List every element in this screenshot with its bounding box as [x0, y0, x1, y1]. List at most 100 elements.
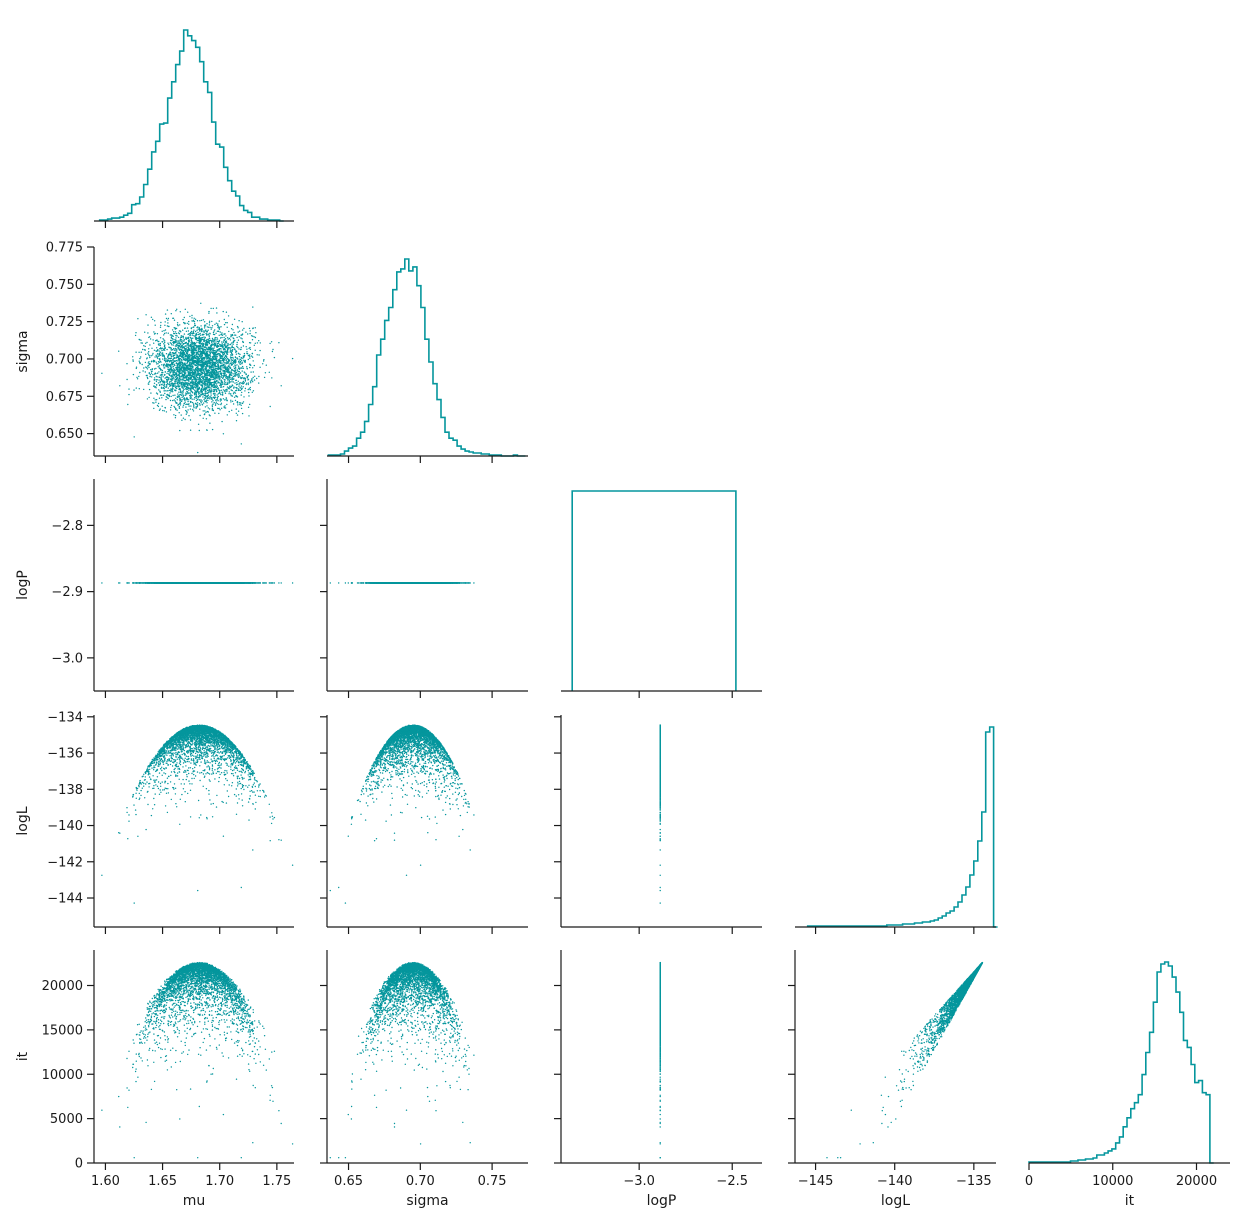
scatter-point [233, 373, 234, 374]
scatter-point [185, 337, 186, 338]
scatter-point [151, 317, 152, 318]
scatter-point [173, 378, 174, 379]
scatter-point [126, 379, 127, 380]
scatter-point [197, 332, 198, 333]
scatter-point [220, 400, 221, 401]
scatter-point [204, 338, 205, 339]
scatter-point [203, 340, 204, 341]
scatter-point [292, 358, 293, 359]
scatter-point [239, 376, 240, 377]
scatter-point [225, 363, 226, 364]
scatter-point [230, 339, 231, 340]
scatter-point [188, 330, 189, 331]
scatter-point [241, 385, 242, 386]
scatter-point [223, 386, 224, 387]
scatter-point [142, 370, 143, 371]
scatter-point [212, 339, 213, 340]
scatter-point [226, 361, 227, 362]
scatter-point [156, 363, 157, 364]
scatter-point [159, 391, 160, 392]
scatter-point [263, 359, 264, 360]
scatter-point [192, 342, 193, 343]
scatter-point [209, 336, 210, 337]
scatter-point [161, 350, 162, 351]
scatter-point [175, 348, 176, 349]
scatter-point [238, 385, 239, 386]
scatter-point [152, 353, 153, 354]
scatter-point [201, 400, 202, 401]
scatter-point [148, 382, 149, 383]
scatter-point [231, 342, 232, 343]
scatter-point [229, 380, 230, 381]
scatter-point [209, 327, 210, 328]
scatter-point [151, 355, 152, 356]
scatter-point [127, 404, 128, 405]
scatter-point [219, 320, 220, 321]
scatter-point [154, 368, 155, 369]
scatter-point [228, 315, 229, 316]
scatter-point [154, 350, 155, 351]
scatter-point [183, 405, 184, 406]
scatter-point [167, 309, 168, 310]
scatter-point [225, 393, 226, 394]
scatter-point [227, 327, 228, 328]
scatter-point [172, 329, 173, 330]
scatter-point [176, 309, 177, 310]
scatter-point [248, 395, 249, 396]
scatter-point [187, 401, 188, 402]
scatter-point [216, 402, 217, 403]
scatter-point [158, 379, 159, 380]
scatter-point [180, 404, 181, 405]
scatter-point [148, 337, 149, 338]
scatter-point [203, 402, 204, 403]
scatter-point [171, 340, 172, 341]
scatter-point [237, 369, 238, 370]
scatter-point [252, 367, 253, 368]
scatter-point [238, 366, 239, 367]
scatter-point [169, 392, 170, 393]
scatter-point [278, 342, 279, 343]
scatter-point [240, 372, 241, 373]
scatter-point [204, 327, 205, 328]
scatter-point [128, 388, 129, 389]
scatter-point [209, 408, 210, 409]
scatter-point [184, 419, 185, 420]
scatter-point [262, 363, 263, 364]
scatter-point [199, 320, 200, 321]
scatter-point [145, 346, 146, 347]
scatter-point [194, 321, 195, 322]
scatter-point [160, 361, 161, 362]
scatter-point [202, 396, 203, 397]
scatter-point [218, 413, 219, 414]
scatter-point [253, 327, 254, 328]
scatter-point [182, 399, 183, 400]
scatter-point [244, 372, 245, 373]
scatter-point [254, 365, 255, 366]
scatter-point [172, 395, 173, 396]
scatter-point [221, 390, 222, 391]
scatter-point [225, 338, 226, 339]
scatter-point [250, 387, 251, 388]
scatter-point [176, 333, 177, 334]
scatter-point [207, 411, 208, 412]
scatter-point [233, 366, 234, 367]
scatter-point [200, 325, 201, 326]
scatter-point [190, 385, 191, 386]
scatter-point [213, 308, 214, 309]
scatter-point [231, 395, 232, 396]
scatter-point [147, 357, 148, 358]
scatter-point [197, 452, 198, 453]
scatter-point [223, 398, 224, 399]
scatter-point [136, 368, 137, 369]
scatter-point [137, 378, 138, 379]
scatter-point [214, 390, 215, 391]
scatter-point [179, 412, 180, 413]
scatter-point [184, 403, 185, 404]
scatter-point [232, 395, 233, 396]
scatter-point [177, 399, 178, 400]
scatter-point [239, 336, 240, 337]
scatter-point [162, 338, 163, 339]
scatter-point [165, 313, 166, 314]
scatter-point [212, 408, 213, 409]
scatter-point [239, 331, 240, 332]
